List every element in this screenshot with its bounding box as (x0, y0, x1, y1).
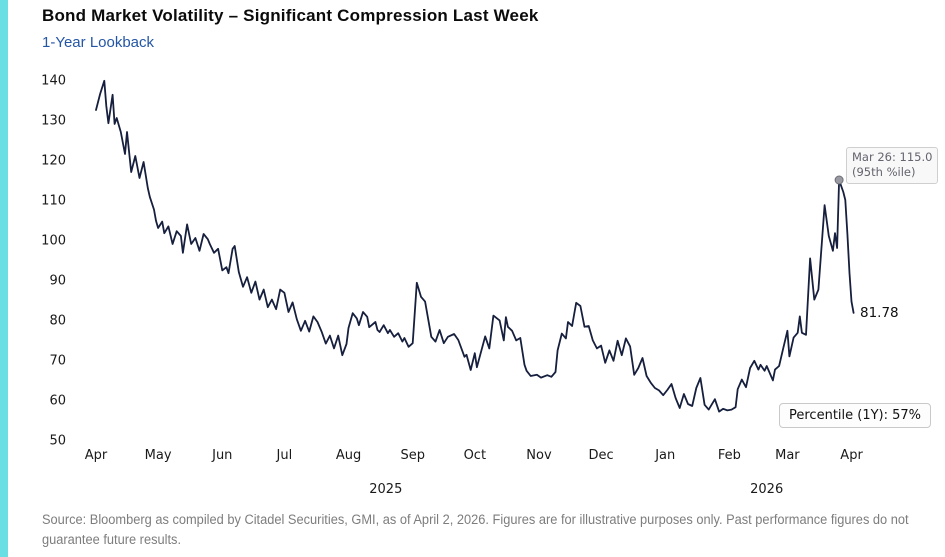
y-axis-tick-label: 60 (49, 394, 66, 409)
volatility-chart: 50 60 70 80 90 100 110 120 130 140 Apr May Jun Jul Au… (41, 74, 864, 498)
peak-annotation: Mar 26: 115.0 (95th %ile) (846, 147, 939, 185)
x-axis-tick-label: Dec (589, 448, 614, 463)
y-axis-tick-label: 120 (41, 154, 66, 169)
x-axis-tick-label: Nov (526, 448, 552, 463)
y-axis-tick-label: 80 (49, 314, 66, 329)
y-axis-tick-label: 100 (41, 234, 66, 249)
peak-marker-dot (834, 175, 844, 185)
x-axis-tick-label: May (145, 448, 172, 463)
x-axis-tick-label: Oct (464, 448, 486, 463)
y-axis-tick-label: 140 (41, 74, 66, 89)
x-axis-tick-label: Apr (85, 448, 108, 463)
x-axis-tick-label: Jun (211, 448, 232, 463)
y-axis-tick-label: 70 (49, 354, 66, 369)
x-axis-tick-label: Jul (276, 448, 293, 463)
y-axis-tick-label: 110 (41, 194, 66, 209)
page-subtitle: 1-Year Lookback (42, 34, 155, 51)
last-value-label: 81.78 (860, 305, 899, 321)
y-axis-tick-label: 50 (49, 434, 66, 449)
accent-bar (0, 0, 8, 557)
y-axis-tick-label: 90 (49, 274, 66, 289)
y-axis-tick-label: 130 (41, 114, 66, 129)
x-axis-tick-label: Aug (336, 448, 361, 463)
volatility-line (95, 79, 855, 413)
page-title: Bond Market Volatility – Significant Com… (42, 6, 539, 25)
x-axis-tick-labels: Apr May Jun Jul Aug Sep Oct Nov Dec Jan Feb Mar Apr (85, 448, 864, 463)
x-axis-tick-label: Feb (718, 448, 741, 463)
year-labels: 2025 2026 (369, 482, 783, 497)
source-note: Source: Bloomberg as compiled by Citadel… (42, 512, 909, 548)
x-axis-tick-label: Sep (400, 448, 425, 463)
x-axis-tick-label: Mar (775, 448, 800, 463)
year-label: 2025 (369, 482, 402, 497)
peak-annotation-line1: Mar 26: 115.0 (852, 150, 933, 164)
x-axis-tick-label: Apr (840, 448, 863, 463)
y-axis-tick-labels: 50 60 70 80 90 100 110 120 130 140 (41, 74, 66, 449)
percentile-badge: Percentile (1Y): 57% (779, 403, 932, 428)
year-label: 2026 (750, 482, 783, 497)
peak-annotation-line2: (95th %ile) (852, 165, 916, 180)
x-axis-tick-label: Jan (654, 448, 675, 463)
